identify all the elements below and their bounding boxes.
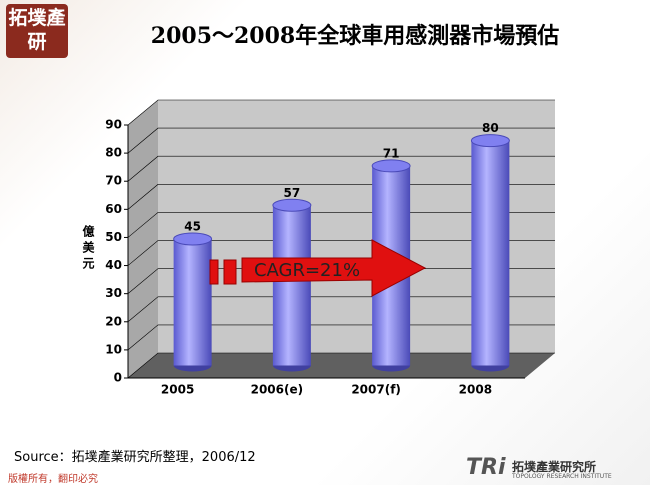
y-tick-label: 0 bbox=[114, 371, 122, 385]
arrow-dash bbox=[209, 259, 219, 285]
brand-name: 拓墣產業研究所 bbox=[512, 460, 597, 474]
y-tick-label: 40 bbox=[105, 258, 122, 272]
arrow-dash bbox=[223, 259, 237, 285]
footer: 版權所有，翻印必究 bbox=[8, 474, 98, 485]
data-label: 80 bbox=[482, 121, 499, 135]
data-label: 71 bbox=[383, 146, 400, 160]
brand-english: TOPOLOGY RESEARCH INSTITUTE bbox=[512, 473, 612, 480]
bar bbox=[173, 239, 212, 366]
bar bbox=[272, 205, 311, 366]
bar-top bbox=[371, 159, 411, 173]
grid-line bbox=[127, 240, 555, 266]
x-tick-label: 2007(f) bbox=[351, 383, 401, 397]
chart-title: 2005～2008年全球車用感測器市場預估 bbox=[150, 23, 560, 49]
grid-line bbox=[127, 99, 555, 126]
y-tick-label: 90 bbox=[105, 118, 122, 132]
logo: 拓墣產研 bbox=[6, 4, 68, 58]
grid-line bbox=[127, 296, 555, 323]
source: Source：拓墣產業研究所整理，2006/12 bbox=[14, 450, 256, 465]
bar-top bbox=[272, 198, 312, 212]
grid-line bbox=[127, 155, 555, 182]
grid-line bbox=[127, 352, 555, 379]
x-tick-label: 2005 bbox=[161, 383, 194, 397]
x-tick-label: 2008 bbox=[459, 383, 492, 397]
y-tick-label: 50 bbox=[105, 230, 122, 244]
arrow bbox=[241, 239, 427, 297]
x-tick-label: 2006(e) bbox=[251, 383, 304, 397]
cagr-arrow: CAGR=21% bbox=[209, 239, 427, 297]
back-wall bbox=[128, 100, 555, 378]
y-tick-label: 20 bbox=[105, 314, 122, 328]
grid-line bbox=[127, 324, 555, 351]
bar bbox=[471, 140, 510, 366]
y-tick-label: 60 bbox=[105, 202, 122, 216]
grid-line bbox=[127, 184, 555, 210]
y-axis-label: 億美元 bbox=[81, 225, 95, 273]
data-label: 45 bbox=[184, 220, 201, 234]
grid-line bbox=[127, 127, 555, 154]
grid-line bbox=[127, 212, 555, 238]
side-wall bbox=[128, 100, 158, 378]
brand-mark: TRi bbox=[466, 455, 506, 480]
data-label: 57 bbox=[284, 186, 301, 200]
y-tick-label: 30 bbox=[105, 286, 122, 300]
y-tick-label: 80 bbox=[105, 146, 122, 160]
annotation: CAGR=21% bbox=[254, 260, 360, 281]
bar-top bbox=[173, 232, 213, 246]
y-tick-label: 10 bbox=[105, 342, 122, 356]
bar-top bbox=[470, 134, 510, 148]
y-tick-label: 70 bbox=[105, 174, 122, 188]
floor bbox=[128, 353, 555, 378]
